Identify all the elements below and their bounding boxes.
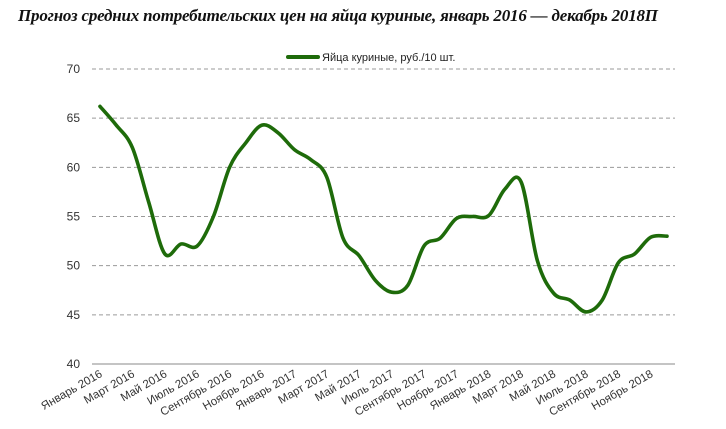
y-tick-label: 45 xyxy=(67,308,81,322)
y-tick-label: 60 xyxy=(67,160,81,174)
y-tick-label: 55 xyxy=(67,210,81,224)
gridlines xyxy=(92,68,675,316)
y-tick-label: 40 xyxy=(67,357,81,371)
legend-label: Яйца куриные, руб./10 шт. xyxy=(322,52,455,64)
y-axis-ticks: 40 45 50 55 60 65 70 xyxy=(67,62,81,371)
y-tick-label: 65 xyxy=(67,111,81,125)
legend: Яйца куриные, руб./10 шт. xyxy=(286,52,455,64)
series-line-eggs xyxy=(98,104,669,314)
y-tick-label: 70 xyxy=(67,62,81,76)
y-tick-label: 50 xyxy=(67,259,81,273)
chart-title: Прогноз средних потребительских цен на я… xyxy=(18,6,658,25)
